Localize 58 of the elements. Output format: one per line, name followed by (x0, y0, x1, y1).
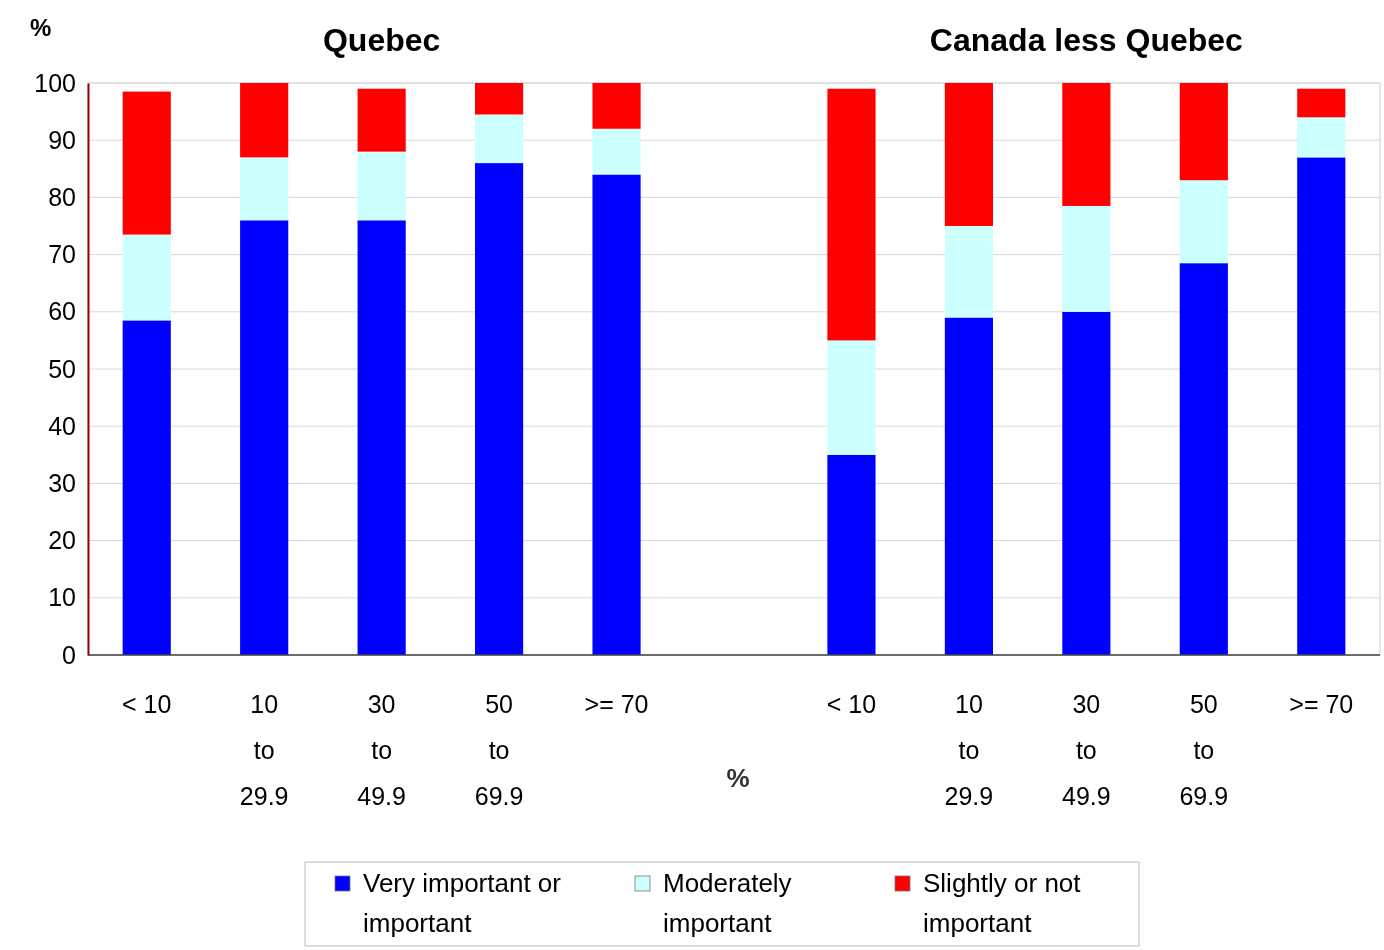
bar (357, 220, 406, 655)
y-tick-label: 80 (48, 182, 76, 211)
bar (592, 174, 641, 655)
bar (944, 83, 993, 226)
x-tick-label: 30 to 49.9 (1062, 690, 1111, 810)
bar (1297, 88, 1346, 118)
bar (1179, 263, 1228, 655)
bar (592, 128, 641, 175)
x-tick-label: 10 to 29.9 (239, 690, 289, 810)
text: Canada less Quebec (929, 22, 1243, 58)
bar (1062, 311, 1111, 655)
x-tick-label: < 10 (122, 690, 172, 718)
bar (827, 88, 876, 341)
y-tick-label: 40 (48, 411, 76, 440)
x-tick-label: 10 to 29.9 (944, 690, 994, 810)
x-tick-label: 50 to 69.9 (474, 690, 524, 810)
y-tick-label: 30 (48, 468, 76, 497)
x-tick-label: 50 to 69.9 (1179, 690, 1229, 810)
x-tick-label: >= 70 (1289, 690, 1354, 718)
y-axis-title: % (30, 14, 52, 41)
bar (827, 454, 876, 655)
y-tick-label: 100 (34, 68, 76, 97)
bar (1297, 157, 1346, 655)
y-tick-label: 50 (48, 354, 76, 383)
x-tick-label: < 10 (826, 690, 877, 718)
bar (240, 83, 289, 158)
bar (475, 163, 524, 655)
bar (592, 83, 641, 129)
y-tick-label: 20 (48, 526, 76, 555)
bar (122, 91, 171, 235)
x-tick-label: 30 to 49.9 (357, 690, 406, 810)
y-tick-label: 90 (48, 125, 76, 154)
bar (475, 114, 524, 164)
bar (944, 226, 993, 318)
bar (1179, 180, 1228, 264)
bar (1179, 83, 1228, 181)
legend-label: Moderately important (663, 868, 792, 938)
bar (122, 320, 171, 655)
bar (944, 317, 993, 655)
y-tick-label: 0 (62, 640, 76, 669)
bar (1062, 83, 1111, 206)
bar (240, 157, 289, 221)
x-axis-title: % (726, 763, 750, 793)
bar (240, 220, 289, 655)
bar (1297, 117, 1346, 158)
y-tick-label: 60 (48, 297, 76, 326)
legend-label: Very important or important (363, 868, 562, 938)
legend-label: Slightly or not important (923, 868, 1082, 938)
bar (827, 340, 876, 455)
x-tick-label: >= 70 (584, 690, 649, 718)
bar (475, 83, 524, 115)
bar (357, 88, 406, 152)
text: Quebec (322, 22, 441, 58)
bar (122, 234, 171, 321)
bar (1062, 205, 1111, 312)
y-tick-label: 70 (48, 240, 76, 269)
bar (357, 151, 406, 221)
y-tick-label: 10 (48, 583, 76, 612)
